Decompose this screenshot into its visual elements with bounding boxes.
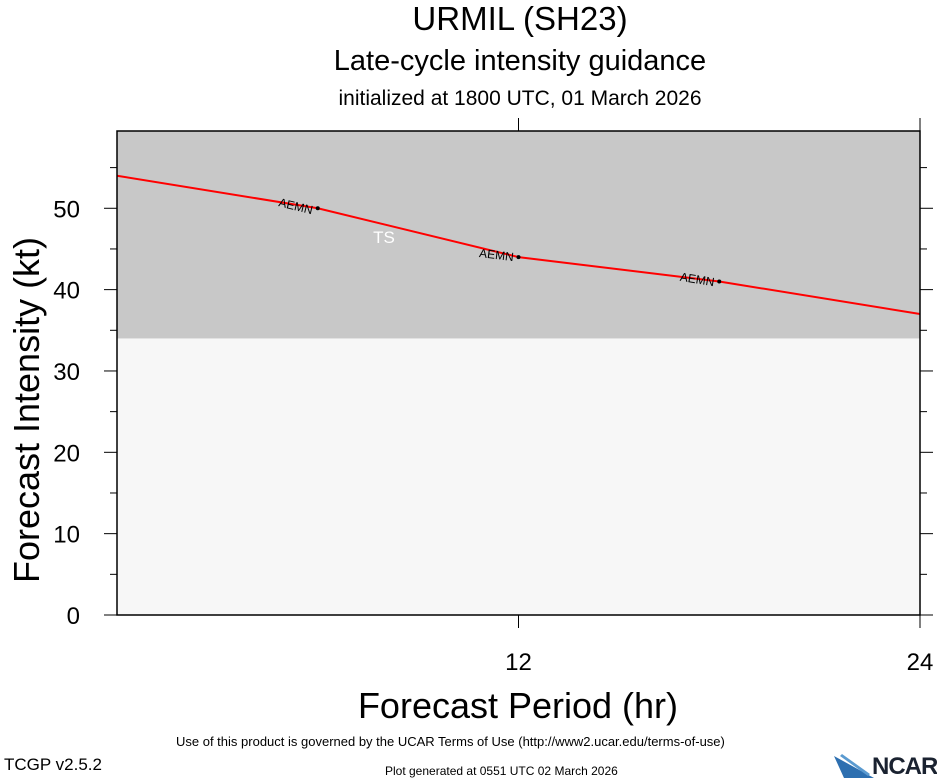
y-tick-label: 30 <box>53 359 80 386</box>
y-tick-label: 40 <box>53 278 80 305</box>
series-point <box>717 279 722 284</box>
ncar-logo-mark-icon <box>834 754 874 778</box>
series-point <box>516 255 521 260</box>
series-point <box>315 206 320 211</box>
ncar-logo: NCAR <box>820 752 937 780</box>
series-point-label: AEMN <box>478 246 514 264</box>
x-tick-label: 12 <box>505 649 532 676</box>
y-tick-label: 20 <box>53 440 80 467</box>
x-tick-label: 24 <box>907 649 934 676</box>
y-axis-label: Forecast Intensity (kt) <box>6 237 47 583</box>
series-point-label: AEMN <box>679 270 715 289</box>
chart-init-time: initialized at 1800 UTC, 01 March 2026 <box>338 87 702 110</box>
plot-frame <box>116 130 921 616</box>
y-tick-label: 0 <box>67 603 80 630</box>
intensity-chart: TS 0 10 20 30 40 50 12 24 Forecast Period (hr) For… <box>6 118 934 726</box>
x-axis-label: Forecast Period (hr) <box>358 685 678 726</box>
terms-of-use-notice: Use of this product is governed by the U… <box>176 734 725 749</box>
region-label-ts: TS <box>373 228 395 247</box>
chart-title: URMIL (SH23) <box>412 0 628 37</box>
region-band-ts <box>117 131 920 339</box>
version-label: TCGP v2.5.2 <box>4 755 102 774</box>
generated-timestamp: Plot generated at 0551 UTC 02 March 2026 <box>385 764 618 778</box>
y-tick-label: 50 <box>53 196 80 223</box>
ncar-logo-text: NCAR <box>872 753 937 780</box>
chart-subtitle: Late-cycle intensity guidance <box>333 45 707 77</box>
y-tick-label: 10 <box>53 522 80 549</box>
